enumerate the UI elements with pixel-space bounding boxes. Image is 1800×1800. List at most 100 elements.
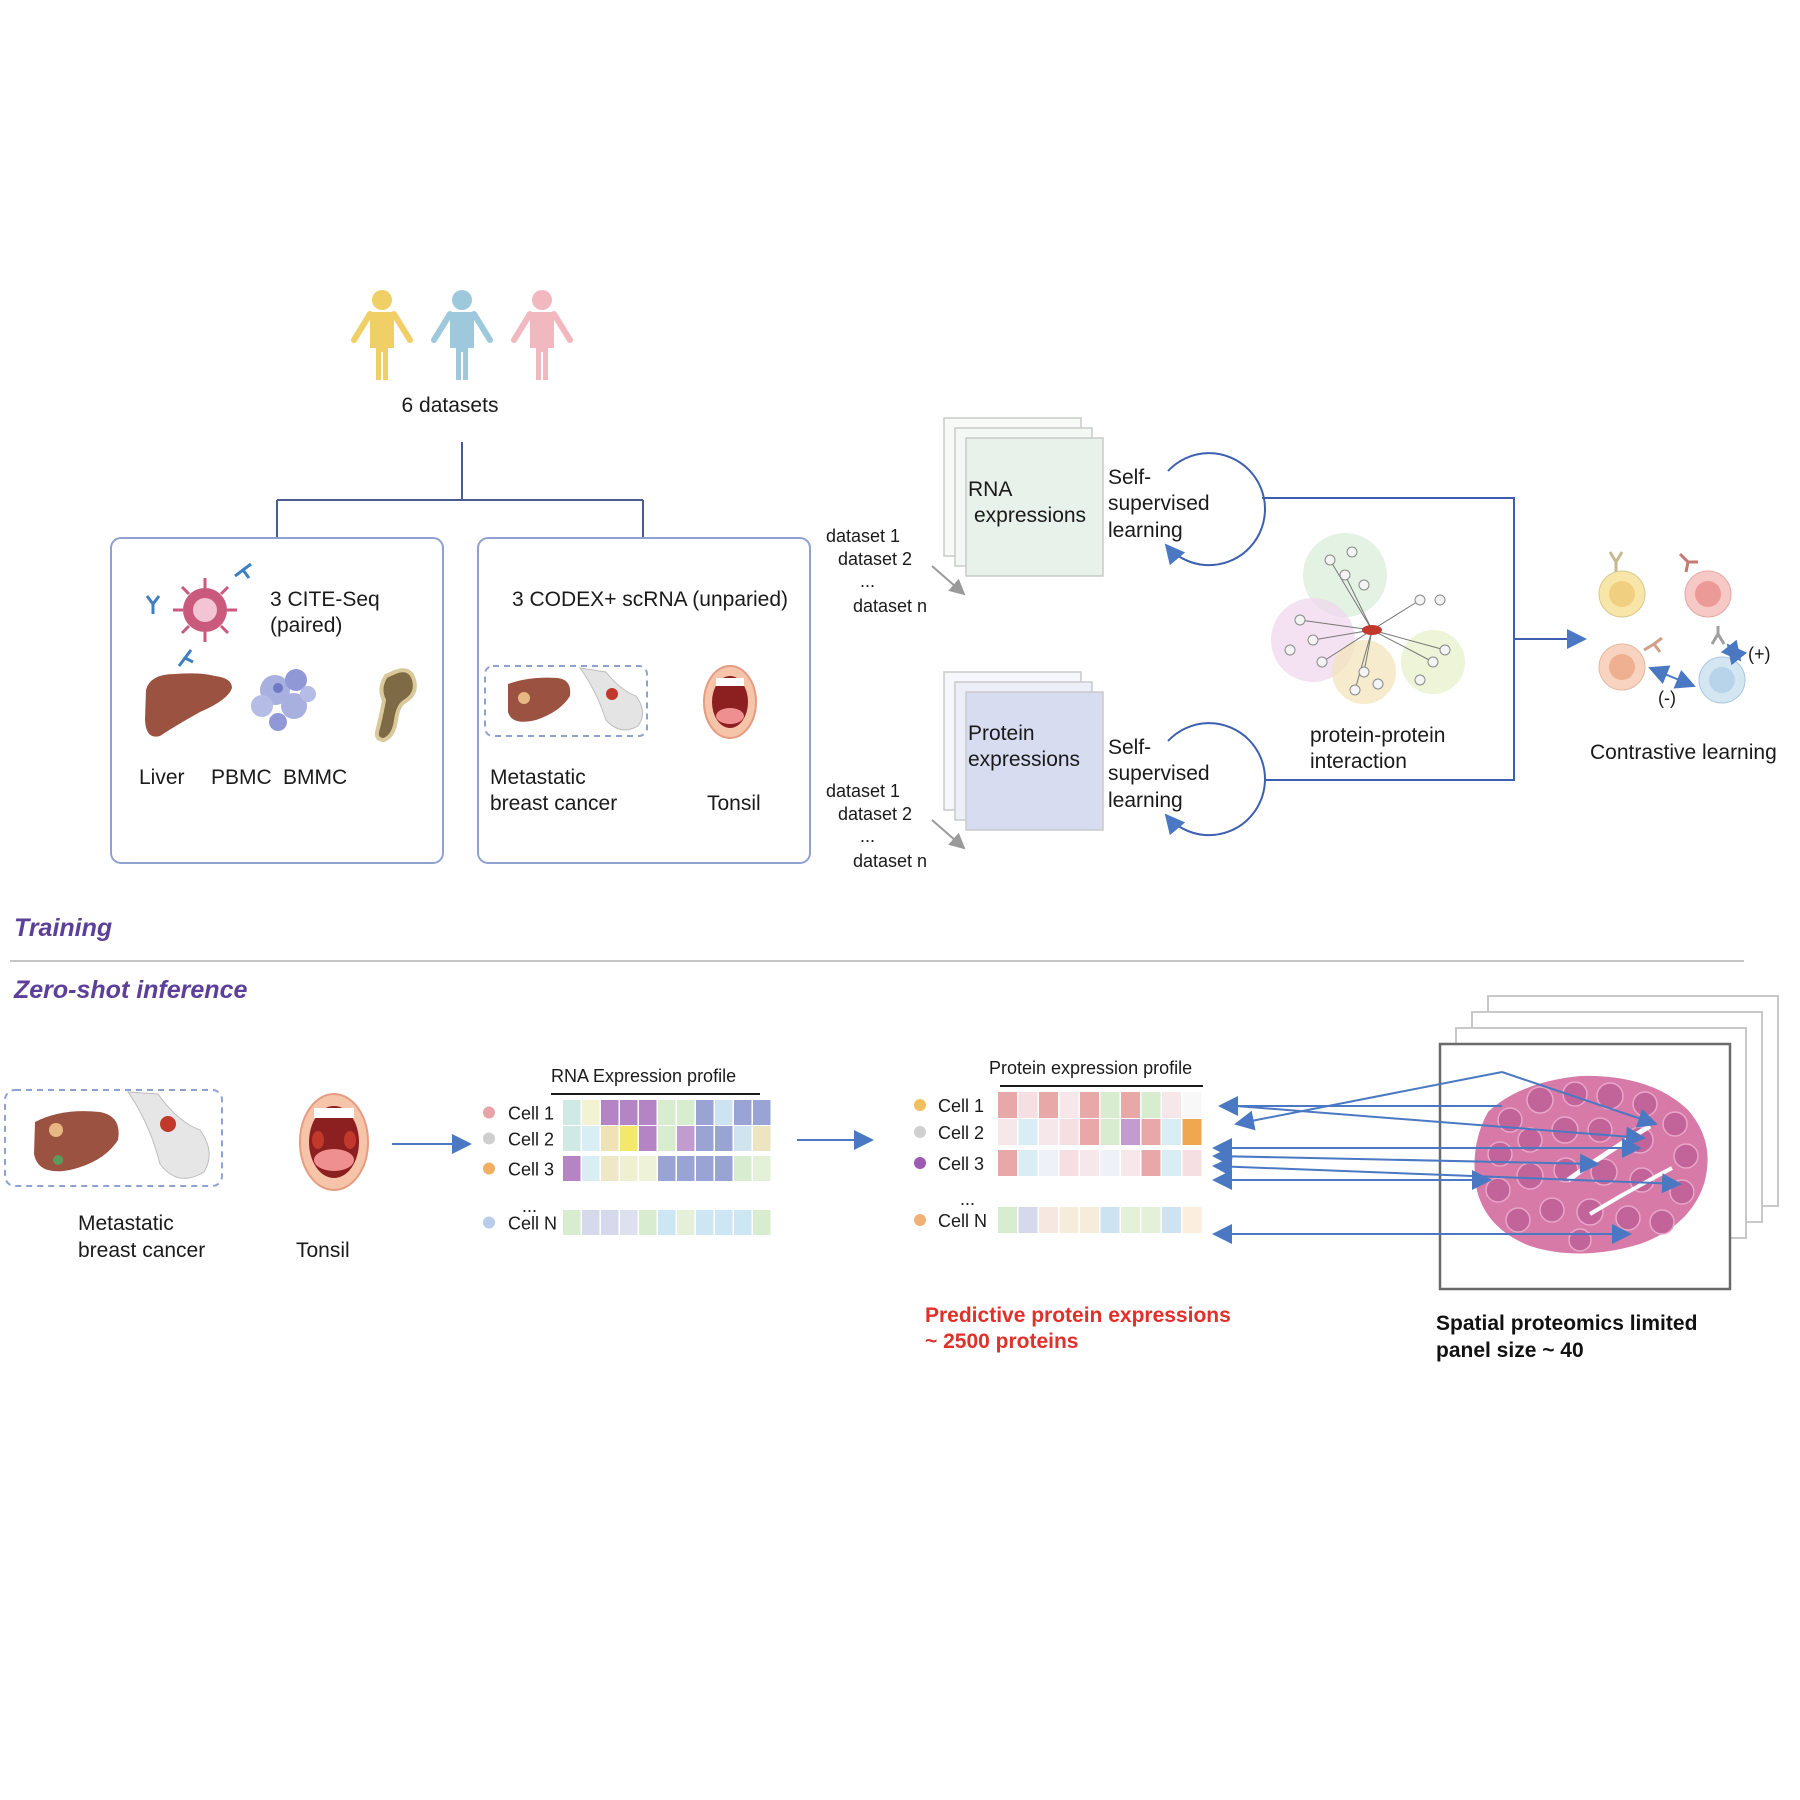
rna-profile-title: RNA Expression profile [551, 1066, 736, 1086]
immune-cell-icon [1598, 551, 1646, 618]
cell-label: Cell 2 [508, 1130, 554, 1150]
person-icon [351, 290, 413, 380]
cell-dot [483, 1132, 495, 1145]
heatmap-cell [1018, 1119, 1038, 1145]
codex-panel: 3 CODEX+ scRNA (unparied) Metastatic bre… [477, 537, 811, 864]
heatmap-cell [582, 1156, 600, 1181]
protein-ssl-2: supervised [1108, 762, 1210, 785]
heatmap-cell [1141, 1092, 1161, 1118]
heatmap-cell [1018, 1092, 1038, 1118]
heatmap-cell [1162, 1119, 1181, 1145]
heatmap-cell [1121, 1092, 1140, 1118]
heatmap-cell [1121, 1207, 1140, 1233]
heatmap-cell [563, 1156, 581, 1181]
heatmap-cell [1162, 1150, 1181, 1176]
spatial-proteomics-stack [1438, 995, 1779, 1291]
immune-cell-icon [1598, 636, 1663, 691]
rna-expressions-stack: RNA expressions [943, 417, 1104, 577]
person-icon [431, 290, 493, 380]
heatmap-cell [639, 1156, 657, 1181]
bottom-tonsil-icon [299, 1093, 369, 1191]
heatmap-cell [658, 1210, 676, 1235]
protein-dataset-list: dataset 1 dataset 2 ... dataset n [826, 781, 966, 871]
heatmap-cell [753, 1100, 771, 1125]
heatmap-cell [658, 1126, 676, 1151]
cite-seq-title: 3 CITE-Seq [270, 588, 380, 611]
heatmap-cell [563, 1100, 581, 1125]
protein-profile-rows: Cell 1 Cell 2 Cell 3 Cell N [914, 1092, 1202, 1233]
protein-ssl-1: Self- [1108, 736, 1151, 759]
cell-label: Cell 1 [938, 1096, 984, 1116]
rna-ssl-loop-arrow [1164, 452, 1266, 567]
protein-dataset-n: dataset n [853, 851, 927, 871]
dataset-tree-connector [276, 442, 644, 538]
ppi-label-1: protein-protein [1310, 724, 1445, 747]
heatmap-cell [1080, 1092, 1099, 1118]
heatmap-cell [563, 1126, 581, 1151]
heatmap-cell [1080, 1150, 1099, 1176]
person-body [530, 312, 554, 380]
negative-pair-arrow [1648, 665, 1696, 689]
heatmap-cell [715, 1210, 733, 1235]
heatmap-cell [715, 1100, 733, 1125]
heatmap-cell [620, 1100, 638, 1125]
heatmap-cell [1182, 1119, 1202, 1145]
tonsil-mouth-icon [703, 665, 757, 739]
heatmap-cell [1059, 1119, 1079, 1145]
codex-title: 3 CODEX+ scRNA (unparied) [512, 588, 788, 611]
heatmap-cell [677, 1156, 695, 1181]
heatmap-cell [1018, 1150, 1038, 1176]
protein-dataset-1: dataset 1 [826, 781, 900, 801]
bmmc-label: BMMC [283, 766, 347, 789]
heatmap-cell [696, 1210, 714, 1235]
breast-cancer-icon [484, 665, 648, 737]
protein-self-supervised: Self- supervised learning [1108, 722, 1266, 837]
heatmap-cell [582, 1126, 600, 1151]
liver-icon [145, 673, 232, 737]
heatmap-cell [677, 1210, 695, 1235]
heatmap-cell [998, 1207, 1017, 1233]
heatmap-cell [696, 1156, 714, 1181]
heatmap-cell [715, 1156, 733, 1181]
rna-dataset-1: dataset 1 [826, 526, 900, 546]
codex-cancer-label-2: breast cancer [490, 792, 617, 815]
rna-dataset-dots: ... [860, 571, 875, 591]
protein-profile-dots: ... [960, 1189, 975, 1209]
bottom-cancer-label-1: Metastatic [78, 1212, 174, 1235]
virus-antibody-icon [145, 562, 252, 667]
heatmap-cell [998, 1092, 1017, 1118]
rna-profile-rows: Cell 1 Cell 2 Cell 3 Cell N [483, 1100, 771, 1235]
rna-dataset-arrow [931, 565, 966, 596]
heatmap-cell [639, 1126, 657, 1151]
heatmap-cell [1039, 1150, 1058, 1176]
protein-ssl-loop-arrow [1164, 722, 1266, 837]
protein-ssl-3: learning [1108, 789, 1183, 812]
heatmap-cell [753, 1210, 771, 1235]
heatmap-cell [1121, 1119, 1140, 1145]
negative-label: (-) [1658, 688, 1676, 708]
person-head [532, 290, 552, 310]
heatmap-cell [601, 1210, 619, 1235]
heatmap-cell [734, 1126, 752, 1151]
spatial-label-1: Spatial proteomics limited [1436, 1312, 1697, 1335]
heatmap-cell [998, 1150, 1017, 1176]
heatmap-cell [639, 1210, 657, 1235]
heatmap-cell [639, 1100, 657, 1125]
heatmap-cell [734, 1210, 752, 1235]
ppi-network-icon [1271, 533, 1465, 704]
heatmap-cell [1182, 1150, 1202, 1176]
heatmap-cell [601, 1156, 619, 1181]
training-label: Training [14, 914, 112, 942]
heatmap-cell [1162, 1207, 1181, 1233]
rna-self-supervised: Self- supervised learning [1108, 452, 1266, 567]
protein-dataset-dots: ... [860, 826, 875, 846]
heatmap-cell [753, 1126, 771, 1151]
cell-dot [914, 1099, 926, 1111]
contrastive-cells: (+) (-) [1598, 551, 1771, 708]
person-head [452, 290, 472, 310]
bottom-cancer-label-2: breast cancer [78, 1239, 205, 1262]
datasets-people: 6 datasets [351, 290, 573, 417]
ppi-label-2: interaction [1310, 750, 1407, 773]
rna-ssl-3: learning [1108, 519, 1183, 542]
